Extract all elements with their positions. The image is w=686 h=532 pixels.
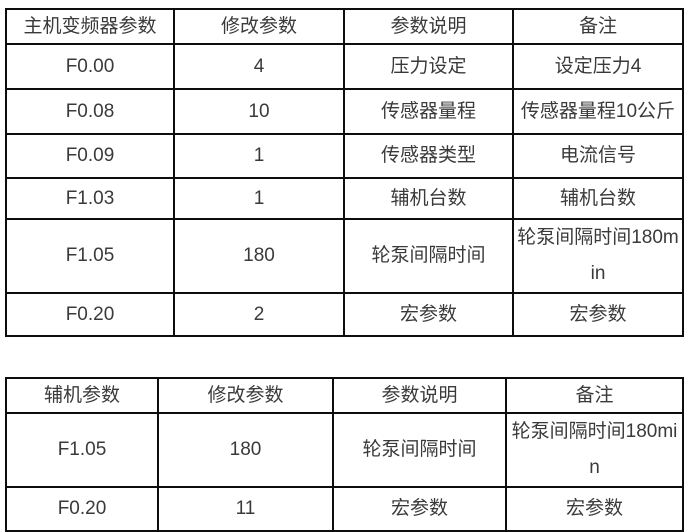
column-header-description: 参数说明 (343, 8, 514, 45)
param-desc-cell: 宏参数 (343, 292, 514, 337)
column-header-modified-value: 修改参数 (157, 377, 334, 414)
param-desc-cell: 轮泵间隔时间 (343, 218, 514, 294)
param-remark-cell: 轮泵间隔时间180min (505, 412, 684, 488)
column-header-param: 主机变频器参数 (5, 8, 175, 45)
param-desc-cell: 传感器类型 (343, 133, 514, 179)
param-value-cell: 180 (173, 218, 345, 294)
table-row: F0.00 4 压力设定 设定压力4 (5, 43, 684, 90)
param-remark-cell: 轮泵间隔时间180min (512, 218, 684, 294)
param-value-cell: 180 (157, 412, 334, 488)
column-header-remark: 备注 (512, 8, 684, 45)
param-remark-cell: 电流信号 (512, 133, 684, 179)
aux-params-table: 辅机参数 修改参数 参数说明 备注 F1.05 180 轮泵间隔时间 轮泵间隔时… (5, 377, 684, 532)
param-remark-cell: 辅机台数 (512, 177, 684, 220)
table-header-row: 辅机参数 修改参数 参数说明 备注 (5, 377, 684, 414)
param-value-cell: 4 (173, 43, 345, 90)
column-header-modified-value: 修改参数 (173, 8, 345, 45)
main-params-table: 主机变频器参数 修改参数 参数说明 备注 F0.00 4 压力设定 设定压力4 … (5, 8, 684, 337)
param-code-cell: F0.20 (5, 292, 175, 337)
param-value-cell: 10 (173, 88, 345, 135)
param-desc-cell: 压力设定 (343, 43, 514, 90)
table-row: F1.05 180 轮泵间隔时间 轮泵间隔时间180min (5, 412, 684, 488)
param-desc-cell: 轮泵间隔时间 (332, 412, 507, 488)
param-code-cell: F1.05 (5, 412, 159, 488)
param-desc-cell: 宏参数 (332, 486, 507, 532)
column-header-description: 参数说明 (332, 377, 507, 414)
param-code-cell: F0.09 (5, 133, 175, 179)
column-header-param: 辅机参数 (5, 377, 159, 414)
param-code-cell: F0.08 (5, 88, 175, 135)
table-row: F0.20 11 宏参数 宏参数 (5, 486, 684, 532)
column-header-remark: 备注 (505, 377, 684, 414)
param-remark-cell: 设定压力4 (512, 43, 684, 90)
param-desc-cell: 辅机台数 (343, 177, 514, 220)
param-value-cell: 1 (173, 177, 345, 220)
table-row: F1.05 180 轮泵间隔时间 轮泵间隔时间180min (5, 218, 684, 294)
param-remark-cell: 宏参数 (505, 486, 684, 532)
table-row: F0.20 2 宏参数 宏参数 (5, 292, 684, 337)
table-row: F0.08 10 传感器量程 传感器量程10公斤 (5, 88, 684, 135)
param-code-cell: F0.20 (5, 486, 159, 532)
param-value-cell: 2 (173, 292, 345, 337)
param-remark-cell: 传感器量程10公斤 (512, 88, 684, 135)
table-header-row: 主机变频器参数 修改参数 参数说明 备注 (5, 8, 684, 45)
param-code-cell: F0.00 (5, 43, 175, 90)
table-row: F1.03 1 辅机台数 辅机台数 (5, 177, 684, 220)
param-desc-cell: 传感器量程 (343, 88, 514, 135)
param-code-cell: F1.03 (5, 177, 175, 220)
param-value-cell: 11 (157, 486, 334, 532)
table-row: F0.09 1 传感器类型 电流信号 (5, 133, 684, 179)
param-code-cell: F1.05 (5, 218, 175, 294)
param-remark-cell: 宏参数 (512, 292, 684, 337)
param-value-cell: 1 (173, 133, 345, 179)
